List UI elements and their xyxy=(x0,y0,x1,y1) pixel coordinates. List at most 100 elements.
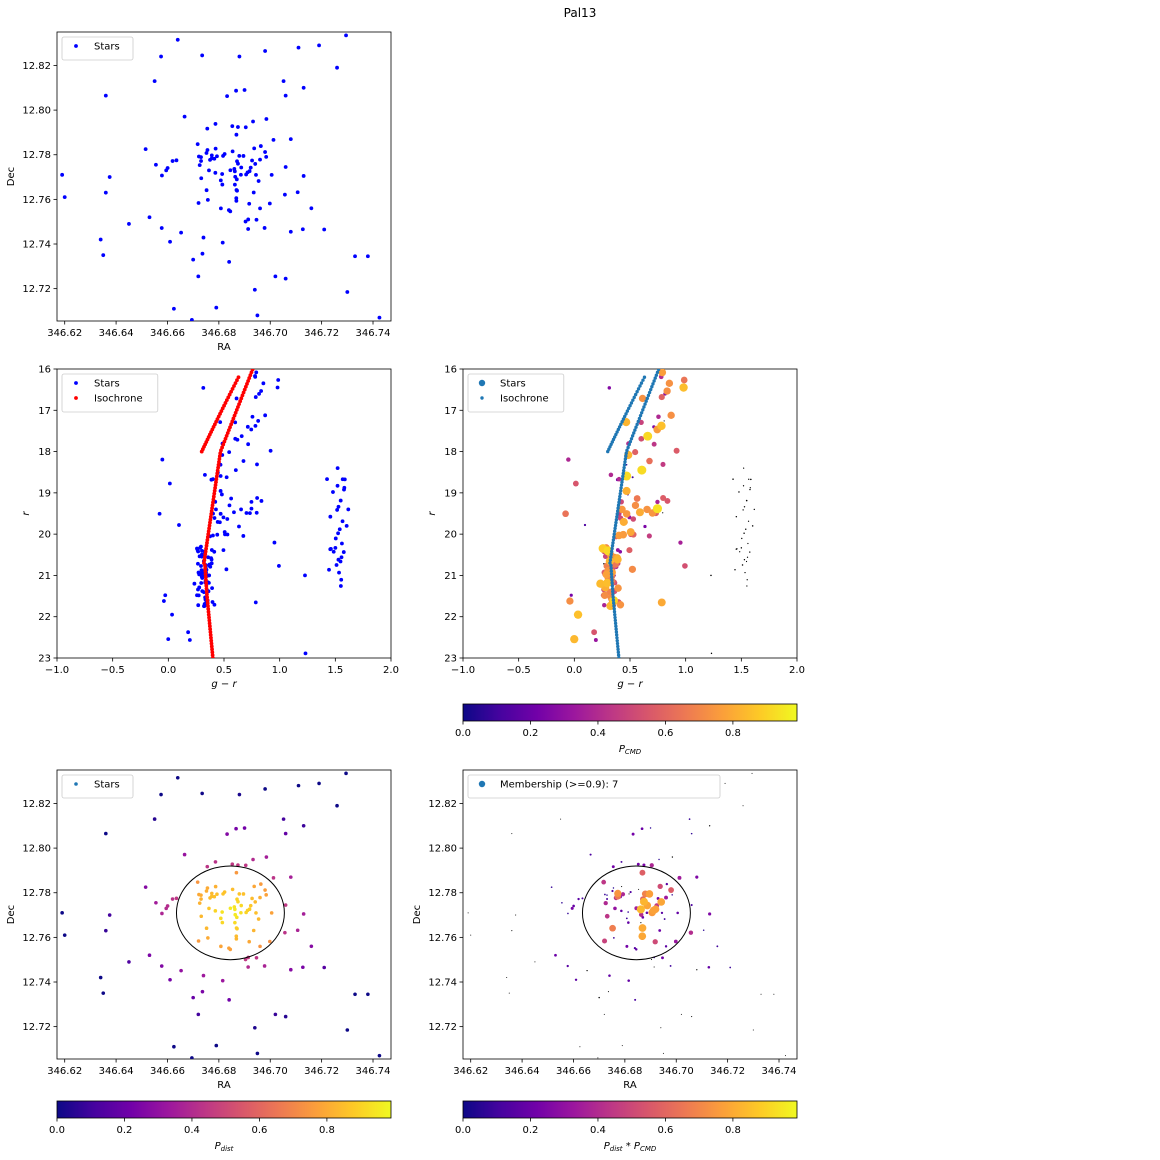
colorbar-tick-label: 0.4 xyxy=(590,728,606,739)
isochrone-point xyxy=(212,488,217,493)
isochrone-point xyxy=(611,538,616,542)
isochrone-point xyxy=(214,474,219,479)
isochrone-point xyxy=(205,601,210,605)
star-point xyxy=(616,476,622,482)
star-point xyxy=(328,514,333,519)
star-point xyxy=(743,532,745,535)
star-point xyxy=(745,528,747,530)
star-point xyxy=(682,563,688,569)
isochrone-point xyxy=(204,583,209,588)
star-point xyxy=(335,803,339,808)
star-point xyxy=(182,114,187,119)
star-point xyxy=(506,977,508,979)
star-point xyxy=(237,792,242,797)
star-point xyxy=(60,172,65,177)
star-point xyxy=(210,891,214,896)
isochrone-point xyxy=(639,381,644,385)
star-point xyxy=(201,385,206,390)
isochrone-point xyxy=(646,393,651,398)
isochrone-point xyxy=(229,389,233,394)
star-point xyxy=(334,563,339,567)
star-point xyxy=(335,466,340,471)
y-tick-label: 21 xyxy=(444,571,457,582)
isochrone-point xyxy=(231,416,236,421)
isochrone-point xyxy=(239,396,244,401)
star-point xyxy=(196,561,200,566)
axes-frame xyxy=(462,769,798,1060)
star-point xyxy=(746,579,748,581)
star-point xyxy=(199,544,203,549)
star-point xyxy=(259,882,263,886)
star-point xyxy=(234,926,239,930)
star-point xyxy=(220,182,225,187)
y-tick-label: 17 xyxy=(38,406,51,417)
star-point xyxy=(643,505,651,514)
star-point xyxy=(202,604,207,608)
isochrone-point xyxy=(212,491,217,496)
star-point xyxy=(253,1025,257,1030)
star-point xyxy=(107,175,112,179)
star-point xyxy=(175,37,180,42)
isochrone-point xyxy=(639,411,644,415)
star-point xyxy=(661,956,664,960)
star-point xyxy=(199,159,203,163)
isochrone-point xyxy=(207,624,212,629)
star-point xyxy=(611,865,615,869)
colorbar-ramp xyxy=(56,1100,392,1119)
star-point xyxy=(224,567,229,572)
star-point xyxy=(646,533,652,539)
isochrone-point xyxy=(209,635,213,640)
star-point xyxy=(333,546,338,550)
star-point xyxy=(467,912,469,914)
colorbar-label: Pdist * PCMD xyxy=(604,1141,657,1153)
x-tick-label: 346.70 xyxy=(253,328,288,339)
isochrone-point xyxy=(624,454,628,458)
star-point xyxy=(622,486,631,496)
star-point xyxy=(604,913,610,919)
x-tick-label: −1.0 xyxy=(45,665,69,676)
star-point xyxy=(745,499,748,502)
legend-label: Stars xyxy=(94,42,120,53)
isochrone-point xyxy=(653,376,657,380)
star-point xyxy=(234,934,239,938)
star-point xyxy=(218,420,223,425)
star-point xyxy=(248,165,253,170)
star-point xyxy=(199,564,203,568)
x-tick-label: 0.0 xyxy=(160,665,176,676)
axes-frame xyxy=(56,769,392,1060)
isochrone-point xyxy=(204,586,209,591)
star-point xyxy=(581,897,584,900)
isochrone-point xyxy=(205,535,210,539)
star-point xyxy=(620,892,626,897)
star-point xyxy=(583,523,587,527)
star-point xyxy=(200,53,205,58)
isochrone-point xyxy=(216,462,221,467)
isochrone-point xyxy=(616,506,620,510)
isochrone-point xyxy=(205,540,209,545)
star-point xyxy=(591,629,598,636)
x-tick-label: 346.68 xyxy=(201,1066,236,1077)
star-point xyxy=(104,831,108,836)
isochrone-point xyxy=(616,650,621,654)
legend-marker xyxy=(74,44,78,48)
star-point xyxy=(62,933,67,937)
star-point xyxy=(337,570,341,575)
star-point xyxy=(199,581,204,585)
isochrone-point xyxy=(248,373,253,378)
legend: Stars Isochrone xyxy=(467,373,565,413)
star-point xyxy=(222,890,227,894)
star-point xyxy=(263,150,267,154)
star-point xyxy=(573,610,583,619)
star-point xyxy=(566,964,569,968)
star-point xyxy=(186,630,191,635)
isochrone-point xyxy=(635,390,639,394)
isochrone-point xyxy=(633,392,638,397)
star-point xyxy=(218,489,223,493)
colorbar-tick-label: 0.6 xyxy=(657,1125,673,1136)
colorbar-tick-label: 0.6 xyxy=(251,1125,267,1136)
star-point xyxy=(239,165,244,170)
star-point xyxy=(207,168,211,173)
star-point xyxy=(254,955,259,960)
star-point xyxy=(249,499,254,504)
star-point xyxy=(228,209,233,214)
